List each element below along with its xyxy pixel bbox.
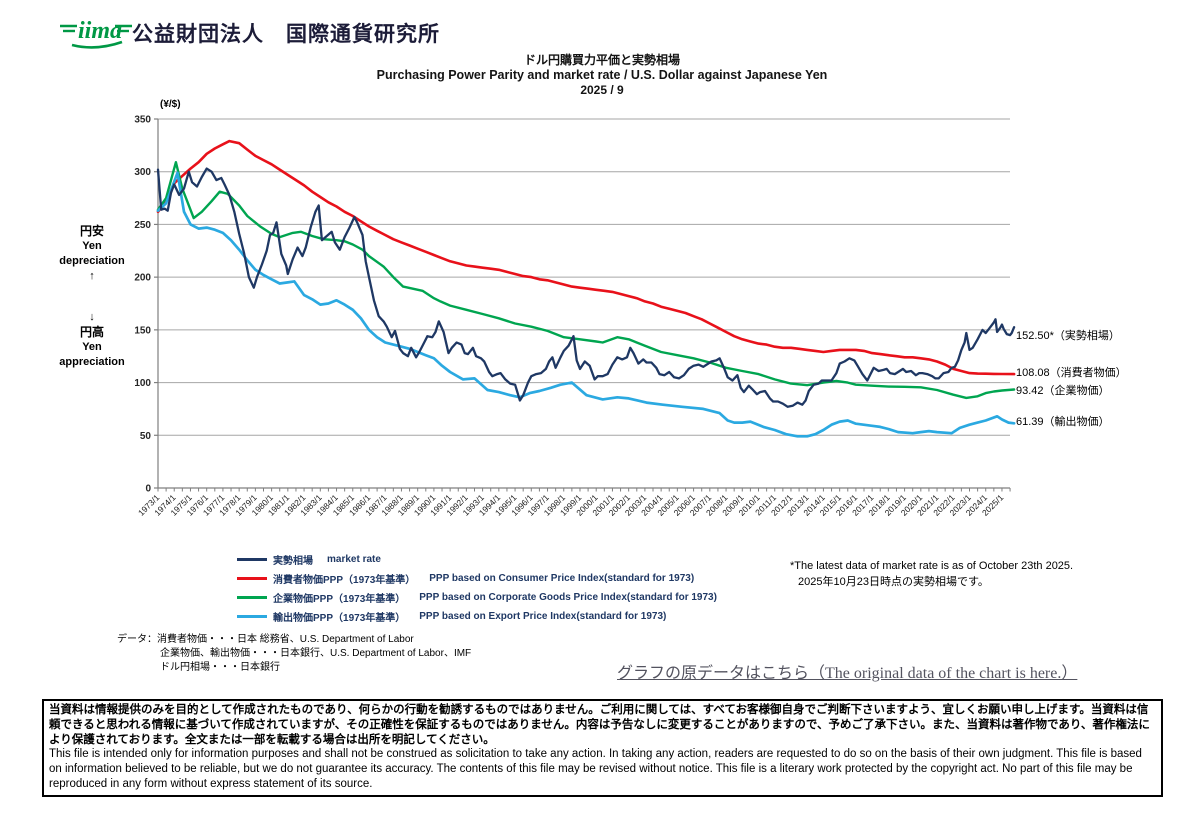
legend-label-jp: 企業物価PPP（1973年基準） [273,594,406,605]
iima-logo: iima [60,13,132,58]
data-sources: データ：消費者物価・・・日本 総務省、U.S. Department of La… [117,633,471,675]
end-label-market-rate: 152.50*（実勢相場） [1016,330,1120,342]
legend-label-en: PPP based on Corporate Goods Price Index… [419,592,717,603]
y-tick-label: 350 [134,115,151,126]
yen-direction-annotation: 円安 Yen depreciation ↑ ↓ 円高 Yen appreciat… [36,224,148,370]
logo-text: iima [78,18,122,44]
legend-item-export-ppp: 輸出物価PPP（1973年基準） PPP based on Export Pri… [237,607,717,626]
latest-data-note-jp: 2025年10月23日時点の実勢相場です。 [798,576,989,588]
chart-title-date: 2025 / 9 [580,83,624,97]
end-label-cgpi-ppp: 93.42（企業物価） [1016,385,1110,397]
legend-item-cgpi-ppp: 企業物価PPP（1973年基準） PPP based on Corporate … [237,588,717,607]
data-source-line1: データ：消費者物価・・・日本 総務省、U.S. Department of La… [117,634,414,645]
disclaimer-en: This file is intended only for informati… [49,748,1142,790]
yen-depreciation-label-en1: Yen [82,240,102,252]
legend: 実勢相場 market rate 消費者物価PPP（1973年基準） PPP b… [237,550,717,626]
chart-title-en: Purchasing Power Parity and market rate … [376,68,828,82]
legend-label-en: market rate [327,554,381,565]
data-source-line2: 企業物価、輸出物価・・・日本銀行、U.S. Department of Labo… [160,648,472,659]
latest-data-note-en: *The latest data of market rate is as of… [790,560,1074,572]
legend-label-jp: 実勢相場 [273,556,313,567]
legend-label-jp: 輸出物価PPP（1973年基準） [273,613,406,624]
series-market_rate [156,167,1016,408]
series-cgpi_ppp [156,160,1016,400]
y-tick-label: 150 [134,325,151,336]
legend-label-en: PPP based on Consumer Price Index(standa… [429,573,695,584]
arrow-down-icon: ↓ [89,311,95,323]
series-export_ppp [156,171,1016,438]
legend-line-cyan [237,614,267,619]
logo-swoosh-line [71,40,123,49]
legend-item-cpi-ppp: 消費者物価PPP（1973年基準） PPP based on Consumer … [237,569,717,588]
legend-item-market-rate: 実勢相場 market rate [237,550,717,569]
end-label-export-ppp: 61.39（輸出物価） [1016,416,1110,428]
data-source-line3: ドル円相場・・・日本銀行 [160,662,280,673]
yen-depreciation-label-jp: 円安 [79,224,104,238]
y-tick-label: 250 [134,220,151,231]
disclaimer-box: 当資料は情報提供のみを目的として作成されたものであり、何らかの行動を勧誘するもの… [42,699,1163,797]
yen-appreciation-label-en1: Yen [82,341,102,353]
yen-appreciation-label-en2: appreciation [59,356,125,368]
legend-line-green [237,595,267,600]
org-name: 公益財団法人 国際通貨研究所 [132,23,440,46]
yen-depreciation-label-en2: depreciation [59,255,125,267]
y-tick-label: 50 [140,431,152,442]
arrow-up-icon: ↑ [89,270,95,282]
y-axis-unit-label: (¥/$) [160,99,181,110]
legend-line-red [237,576,267,581]
series-cpi_ppp [156,139,1016,376]
legend-line-navy [237,557,267,562]
end-label-cpi-ppp: 108.08（消費者物価） [1016,367,1127,379]
original-data-link[interactable]: グラフの原データはこちら（The original data of the ch… [617,665,1078,682]
y-tick-label: 0 [145,484,151,495]
y-tick-label: 100 [134,378,151,389]
disclaimer-jp: 当資料は情報提供のみを目的として作成されたものであり、何らかの行動を勧誘するもの… [49,704,1150,746]
chart-title-block: ドル円購買力平価と実勢相場 Purchasing Power Parity an… [152,53,1052,97]
y-tick-label: 200 [134,273,151,284]
latest-data-note: *The latest data of market rate is as of… [790,558,1073,590]
chart-title-jp: ドル円購買力平価と実勢相場 [523,53,680,67]
y-tick-label: 300 [134,167,151,178]
yen-appreciation-label-jp: 円高 [79,325,104,339]
legend-label-en: PPP based on Export Price Index(standard… [419,611,667,622]
legend-label-jp: 消費者物価PPP（1973年基準） [273,575,416,586]
